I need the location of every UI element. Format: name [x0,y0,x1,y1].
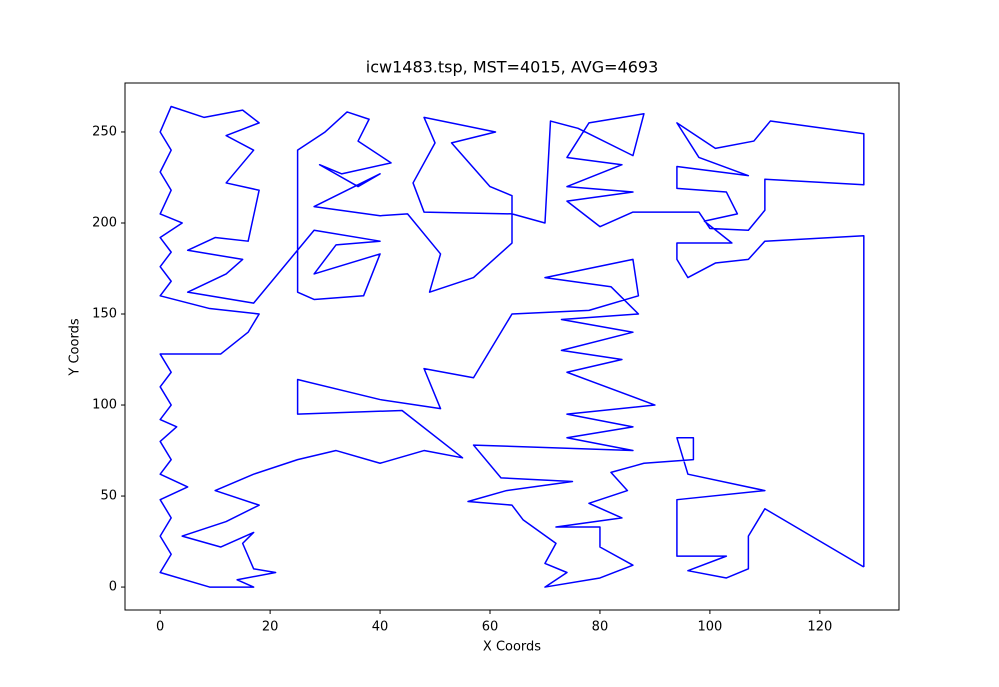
axes-frame [124,82,900,611]
y-tick-label: 200 [92,215,117,230]
x-tick-label: 80 [592,620,609,635]
x-tick-label: 120 [807,620,832,635]
y-tick-label: 50 [100,489,117,504]
x-tick-label: 20 [262,620,279,635]
tour-line [159,105,865,588]
chart-title: icw1483.tsp, MST=4015, AVG=4693 [366,58,659,77]
x-tick-label: 40 [372,620,389,635]
plot-area [159,105,865,588]
x-axis-label: X Coords [483,640,541,655]
y-tick-label: 150 [92,307,117,322]
x-tick-label: 60 [482,620,499,635]
y-tick-label: 0 [109,580,117,595]
y-tick-label: 250 [92,124,117,139]
y-tick-label: 100 [92,398,117,413]
x-tick-label: 0 [156,620,164,635]
x-tick-label: 100 [697,620,722,635]
y-axis-label: Y Coords [68,318,83,376]
